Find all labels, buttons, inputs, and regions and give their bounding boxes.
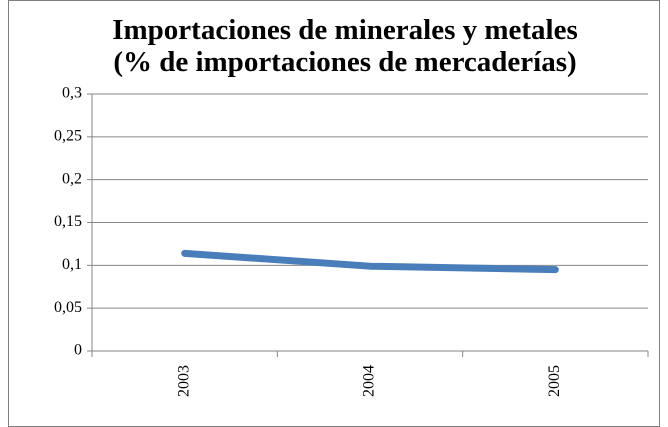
x-tick-label: 2004 <box>361 365 378 397</box>
y-tick-label: 0,15 <box>54 213 82 230</box>
chart-frame <box>8 0 660 427</box>
y-tick-label: 0,25 <box>54 128 82 145</box>
y-tick-label: 0 <box>74 342 82 359</box>
chart-title: Importaciones de minerales y metales (% … <box>112 14 578 78</box>
y-tick-label: 0,05 <box>54 299 82 316</box>
y-tick-label: 0,1 <box>62 256 82 273</box>
y-tick-label: 0,2 <box>62 170 82 187</box>
x-tick-label: 2003 <box>175 365 192 397</box>
x-tick-label: 2005 <box>546 365 563 397</box>
y-tick-label: 0,3 <box>62 85 82 102</box>
line-series <box>181 249 559 274</box>
